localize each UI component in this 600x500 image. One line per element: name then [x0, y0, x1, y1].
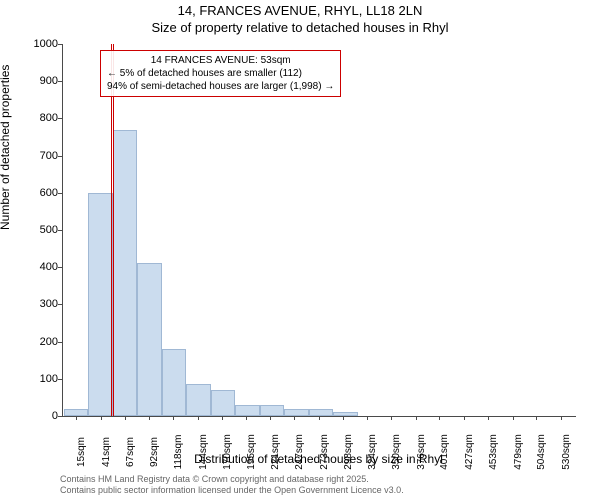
histogram-bar — [64, 409, 88, 416]
x-tick-mark — [125, 416, 126, 420]
chart-container: 14, FRANCES AVENUE, RHYL, LL18 2LN Size … — [0, 0, 600, 500]
y-tick-mark — [58, 156, 62, 157]
y-tick-label: 100 — [20, 373, 58, 385]
y-tick-mark — [58, 267, 62, 268]
x-tick-mark — [270, 416, 271, 420]
histogram-bar — [235, 405, 259, 416]
x-tick-mark — [367, 416, 368, 420]
y-tick-label: 700 — [20, 150, 58, 162]
y-tick-mark — [58, 416, 62, 417]
x-tick-mark — [319, 416, 320, 420]
histogram-bar — [137, 263, 161, 416]
reference-line — [111, 44, 112, 416]
y-tick-mark — [58, 304, 62, 305]
annotation-line2: ← 5% of detached houses are smaller (112… — [107, 67, 334, 80]
histogram-bar — [186, 384, 210, 416]
x-tick-mark — [536, 416, 537, 420]
y-tick-label: 300 — [20, 298, 58, 310]
x-tick-mark — [343, 416, 344, 420]
x-tick-mark — [464, 416, 465, 420]
footer-line2: Contains public sector information licen… — [60, 485, 404, 496]
y-tick-mark — [58, 44, 62, 45]
x-tick-mark — [198, 416, 199, 420]
footer-attribution: Contains HM Land Registry data © Crown c… — [60, 474, 404, 497]
x-tick-mark — [439, 416, 440, 420]
chart-title-2: Size of property relative to detached ho… — [0, 20, 600, 35]
x-tick-mark — [561, 416, 562, 420]
x-tick-mark — [222, 416, 223, 420]
x-tick-mark — [294, 416, 295, 420]
x-tick-mark — [513, 416, 514, 420]
histogram-bar — [284, 409, 308, 416]
y-tick-mark — [58, 230, 62, 231]
annotation-box: 14 FRANCES AVENUE: 53sqm ← 5% of detache… — [100, 50, 341, 97]
y-tick-mark — [58, 81, 62, 82]
annotation-line3: 94% of semi-detached houses are larger (… — [107, 80, 334, 93]
y-tick-label: 0 — [20, 410, 58, 422]
x-tick-mark — [391, 416, 392, 420]
histogram-bar — [309, 409, 333, 416]
x-tick-mark — [416, 416, 417, 420]
y-tick-label: 800 — [20, 112, 58, 124]
x-tick-mark — [149, 416, 150, 420]
y-tick-label: 900 — [20, 75, 58, 87]
y-tick-label: 600 — [20, 187, 58, 199]
annotation-line1: 14 FRANCES AVENUE: 53sqm — [107, 54, 334, 67]
y-tick-label: 400 — [20, 261, 58, 273]
x-axis-label: Distribution of detached houses by size … — [62, 452, 575, 466]
y-tick-mark — [58, 118, 62, 119]
histogram-bar — [260, 405, 284, 416]
y-tick-mark — [58, 193, 62, 194]
x-tick-mark — [101, 416, 102, 420]
histogram-bar — [211, 390, 235, 416]
x-tick-mark — [488, 416, 489, 420]
x-tick-mark — [246, 416, 247, 420]
y-axis-label: Number of detached properties — [0, 65, 12, 230]
chart-title-1: 14, FRANCES AVENUE, RHYL, LL18 2LN — [0, 3, 600, 18]
y-tick-mark — [58, 379, 62, 380]
histogram-bar — [333, 412, 357, 416]
reference-line — [113, 44, 114, 416]
histogram-bar — [88, 193, 112, 416]
histogram-bar — [162, 349, 186, 416]
y-tick-mark — [58, 342, 62, 343]
y-tick-label: 500 — [20, 224, 58, 236]
y-tick-label: 200 — [20, 336, 58, 348]
histogram-bar — [113, 130, 137, 416]
y-tick-label: 1000 — [20, 38, 58, 50]
footer-line1: Contains HM Land Registry data © Crown c… — [60, 474, 404, 485]
x-tick-mark — [173, 416, 174, 420]
x-tick-mark — [76, 416, 77, 420]
